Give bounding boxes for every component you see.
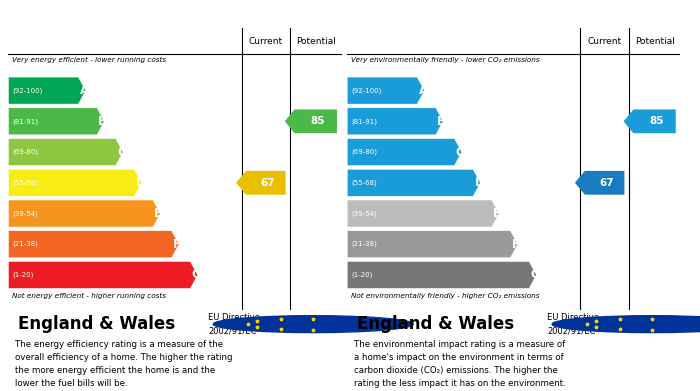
Text: (92-100): (92-100) <box>351 87 382 94</box>
Text: 67: 67 <box>599 178 614 188</box>
Text: E: E <box>493 207 501 220</box>
Text: (21-38): (21-38) <box>351 241 377 248</box>
Text: 85: 85 <box>310 117 325 126</box>
Text: England & Wales: England & Wales <box>18 315 176 333</box>
Text: Very environmentally friendly - lower CO₂ emissions: Very environmentally friendly - lower CO… <box>351 57 540 63</box>
Text: Environmental Impact (CO₂) Rating: Environmental Impact (CO₂) Rating <box>356 7 601 21</box>
Text: (1-20): (1-20) <box>13 272 34 278</box>
Text: C: C <box>117 145 126 159</box>
Text: (81-91): (81-91) <box>351 118 377 125</box>
Polygon shape <box>347 169 480 196</box>
Text: A: A <box>419 84 428 97</box>
Text: (69-80): (69-80) <box>351 149 377 155</box>
Text: B: B <box>438 115 446 128</box>
Text: (55-68): (55-68) <box>351 179 377 186</box>
Text: (69-80): (69-80) <box>13 149 38 155</box>
Polygon shape <box>575 171 624 195</box>
Text: B: B <box>99 115 107 128</box>
Text: (39-54): (39-54) <box>13 210 38 217</box>
Polygon shape <box>285 109 337 133</box>
Text: F: F <box>173 238 181 251</box>
Text: (55-68): (55-68) <box>13 179 38 186</box>
Text: (81-91): (81-91) <box>13 118 38 125</box>
Text: England & Wales: England & Wales <box>357 315 514 333</box>
Polygon shape <box>236 171 286 195</box>
Text: Energy Efficiency Rating: Energy Efficiency Rating <box>17 7 188 21</box>
Text: Current: Current <box>248 37 283 46</box>
Text: (39-54): (39-54) <box>351 210 377 217</box>
Text: (21-38): (21-38) <box>13 241 38 248</box>
Text: EU Directive
2002/91/EC: EU Directive 2002/91/EC <box>209 313 260 335</box>
Text: E: E <box>154 207 162 220</box>
Polygon shape <box>8 77 85 104</box>
Polygon shape <box>8 231 179 258</box>
Text: D: D <box>136 176 146 189</box>
Polygon shape <box>8 262 197 289</box>
Polygon shape <box>8 108 104 135</box>
Polygon shape <box>347 77 424 104</box>
Text: EU Directive
2002/91/EC: EU Directive 2002/91/EC <box>547 313 599 335</box>
Text: 67: 67 <box>260 178 275 188</box>
Circle shape <box>552 316 700 333</box>
Polygon shape <box>347 200 499 227</box>
Polygon shape <box>8 138 123 165</box>
Text: A: A <box>80 84 89 97</box>
Text: 85: 85 <box>649 117 664 126</box>
Polygon shape <box>347 108 443 135</box>
Text: C: C <box>456 145 465 159</box>
Polygon shape <box>8 169 141 196</box>
Text: Potential: Potential <box>635 37 675 46</box>
Text: Not energy efficient - higher running costs: Not energy efficient - higher running co… <box>13 293 167 299</box>
Text: D: D <box>475 176 484 189</box>
Circle shape <box>214 316 413 333</box>
Text: The environmental impact rating is a measure of
a home's impact on the environme: The environmental impact rating is a mea… <box>354 340 566 388</box>
Text: (1-20): (1-20) <box>351 272 372 278</box>
Text: The energy efficiency rating is a measure of the
overall efficiency of a home. T: The energy efficiency rating is a measur… <box>15 340 232 388</box>
Text: Very energy efficient - lower running costs: Very energy efficient - lower running co… <box>13 57 167 63</box>
Text: Not environmentally friendly - higher CO₂ emissions: Not environmentally friendly - higher CO… <box>351 293 540 299</box>
Polygon shape <box>347 231 518 258</box>
Polygon shape <box>8 200 160 227</box>
Text: F: F <box>512 238 520 251</box>
Text: (92-100): (92-100) <box>13 87 43 94</box>
Text: G: G <box>531 269 540 282</box>
Text: Potential: Potential <box>296 37 336 46</box>
Polygon shape <box>624 109 676 133</box>
Text: Current: Current <box>587 37 622 46</box>
Polygon shape <box>347 138 462 165</box>
Polygon shape <box>347 262 536 289</box>
Text: G: G <box>192 269 202 282</box>
